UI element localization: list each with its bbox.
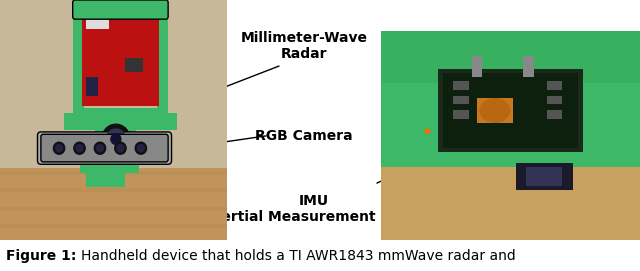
Bar [0, 207, 227, 211]
Bar [82, 14, 159, 105]
Bar [453, 81, 469, 90]
Bar [63, 113, 177, 130]
Circle shape [106, 128, 126, 150]
Bar [0, 188, 227, 192]
Circle shape [96, 144, 104, 153]
Text: Figure 1:: Figure 1: [6, 249, 77, 263]
Bar [86, 168, 125, 187]
Bar [526, 167, 563, 186]
Circle shape [114, 141, 127, 155]
Bar [86, 19, 109, 29]
Bar [516, 163, 573, 190]
Circle shape [73, 141, 86, 155]
Bar [86, 77, 98, 96]
Bar [227, 0, 381, 271]
Bar [84, 12, 157, 108]
FancyBboxPatch shape [73, 0, 168, 19]
Bar [0, 171, 227, 175]
Bar [381, 83, 640, 167]
Bar [381, 160, 640, 240]
Bar [453, 111, 469, 119]
Bar [453, 96, 469, 104]
Bar [381, 31, 640, 90]
Bar [547, 81, 563, 90]
Circle shape [137, 144, 145, 153]
Bar [524, 56, 534, 77]
Bar [95, 120, 136, 168]
Bar [438, 69, 583, 152]
Bar [79, 158, 139, 173]
Text: Handheld device that holds a TI AWR1843 mmWave radar and: Handheld device that holds a TI AWR1843 … [81, 249, 516, 263]
Bar [73, 5, 168, 115]
Bar [0, 224, 227, 228]
Circle shape [116, 144, 125, 153]
Circle shape [479, 98, 511, 123]
Circle shape [52, 141, 65, 155]
Circle shape [55, 144, 63, 153]
FancyBboxPatch shape [41, 134, 168, 162]
Bar [547, 96, 563, 104]
FancyBboxPatch shape [38, 132, 172, 164]
Circle shape [101, 124, 131, 155]
Bar [472, 56, 482, 77]
Circle shape [93, 141, 106, 155]
Bar [443, 73, 578, 148]
Bar [593, 31, 640, 240]
Bar [125, 57, 143, 72]
Circle shape [76, 144, 84, 153]
Bar [547, 111, 563, 119]
Circle shape [424, 129, 431, 134]
Bar [0, 168, 227, 240]
Bar [477, 98, 513, 123]
Text: IMU
(Inertial Measurement Units): IMU (Inertial Measurement Units) [200, 193, 428, 224]
Circle shape [110, 133, 122, 145]
Circle shape [134, 141, 147, 155]
Text: Millimeter-Wave
Radar: Millimeter-Wave Radar [241, 31, 367, 61]
Text: RGB Camera: RGB Camera [255, 128, 353, 143]
Bar [381, 31, 428, 240]
Bar [82, 14, 159, 105]
